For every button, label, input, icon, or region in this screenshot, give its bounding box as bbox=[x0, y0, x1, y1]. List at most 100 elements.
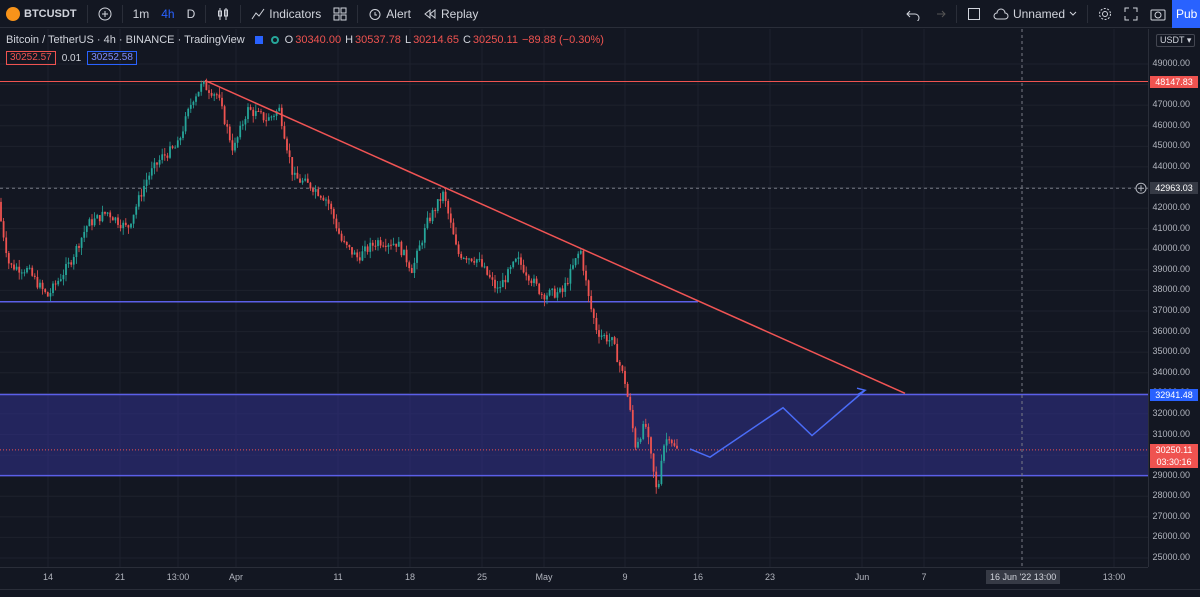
candle-body bbox=[356, 252, 359, 258]
candle-body bbox=[410, 268, 413, 273]
candle-body bbox=[465, 257, 468, 260]
candle-body bbox=[582, 250, 585, 271]
candle-body bbox=[527, 275, 530, 281]
candle-body bbox=[28, 267, 31, 269]
candle-body bbox=[439, 199, 442, 201]
sell-price-button[interactable]: 30252.57 bbox=[6, 51, 56, 65]
candle-body bbox=[455, 234, 457, 245]
candle-body bbox=[418, 245, 421, 251]
candle-body bbox=[127, 225, 130, 228]
candle-body bbox=[202, 81, 205, 84]
camera-icon bbox=[1150, 9, 1166, 21]
candle-body bbox=[278, 107, 281, 111]
time-tick-label: Apr bbox=[228, 572, 244, 582]
interval-1m[interactable]: 1m bbox=[132, 6, 150, 21]
price-tick-label: 40000.00 bbox=[1152, 243, 1190, 254]
settings-button[interactable] bbox=[1092, 0, 1118, 28]
candle-body bbox=[587, 280, 590, 297]
candle-body bbox=[215, 94, 218, 96]
market-status-icon bbox=[270, 36, 279, 44]
candle-body bbox=[660, 460, 663, 484]
undo-icon bbox=[906, 10, 920, 21]
flag-icon[interactable] bbox=[254, 36, 263, 44]
candle-body bbox=[572, 265, 574, 269]
time-tick-label: 13:00 bbox=[1102, 572, 1126, 582]
candle-body bbox=[210, 92, 213, 96]
templates-button[interactable] bbox=[327, 0, 353, 28]
price-tick-label: 37000.00 bbox=[1152, 305, 1190, 315]
candle-body bbox=[306, 178, 309, 183]
chart-type-button[interactable] bbox=[210, 0, 236, 28]
candle-body bbox=[475, 259, 478, 263]
candle-body bbox=[338, 228, 340, 234]
candle-body bbox=[171, 146, 174, 148]
candle-body bbox=[559, 288, 561, 293]
time-tick-label: Jun bbox=[854, 572, 870, 582]
candle-body bbox=[114, 217, 117, 221]
time-axis[interactable]: 14 21 13:00 Apr 11 18 25 May 9 16 23 Jun 7 13:00 16 Ju… bbox=[0, 567, 1148, 589]
candle-body bbox=[7, 253, 10, 264]
price-tick-label: 47000.00 bbox=[1152, 99, 1190, 110]
indicators-button[interactable]: Indicators bbox=[245, 0, 327, 28]
undo-button[interactable] bbox=[900, 0, 926, 28]
interval-4h[interactable]: 4h bbox=[161, 6, 175, 21]
candle-body bbox=[343, 240, 346, 242]
price-tick-label: 28000.00 bbox=[1152, 490, 1190, 501]
candle-body bbox=[20, 272, 23, 274]
candle-body bbox=[457, 244, 460, 255]
candle-body bbox=[429, 217, 431, 222]
candle-body bbox=[54, 283, 57, 285]
currency-selector[interactable]: USDT ▾ bbox=[1156, 34, 1196, 47]
redo-button[interactable] bbox=[926, 0, 952, 28]
candle-body bbox=[111, 217, 114, 221]
candle-body bbox=[169, 146, 171, 158]
time-tick-label: 16 bbox=[692, 572, 704, 582]
replay-button[interactable]: Replay bbox=[417, 0, 484, 28]
snapshot-button[interactable] bbox=[1144, 0, 1172, 28]
candle-body bbox=[174, 147, 177, 149]
price-tick-label: 41000.00 bbox=[1152, 222, 1190, 233]
candle-body bbox=[351, 247, 353, 255]
alert-button[interactable]: Alert bbox=[362, 0, 417, 28]
time-tick-label: 18 bbox=[404, 572, 416, 582]
candle-body bbox=[33, 275, 36, 277]
candle-body bbox=[132, 214, 135, 224]
downtrend-line bbox=[204, 79, 906, 395]
symbol-search-button[interactable]: BTCUSDT bbox=[0, 0, 83, 28]
candle-body bbox=[314, 189, 317, 192]
candle-body bbox=[611, 337, 613, 341]
crosshair-time-label: 16 Jun '22 13:00 bbox=[986, 570, 1061, 584]
price-tick-label: 46000.00 bbox=[1152, 119, 1190, 130]
save-layout-button[interactable]: Unnamed bbox=[987, 0, 1083, 28]
candle-body bbox=[249, 107, 252, 110]
candle-body bbox=[83, 231, 86, 238]
price-axis[interactable]: 49000.0048000.0047000.0046000.0045000.00… bbox=[1148, 29, 1200, 567]
candle-body bbox=[546, 295, 548, 300]
candle-body bbox=[145, 179, 148, 186]
candle-body bbox=[478, 259, 481, 261]
candle-body bbox=[470, 258, 473, 262]
candle-body bbox=[317, 189, 320, 196]
candle-body bbox=[135, 206, 138, 215]
candle-body bbox=[57, 280, 60, 285]
candle-body bbox=[296, 172, 299, 179]
chart-canvas[interactable] bbox=[0, 29, 1148, 567]
layout-button[interactable] bbox=[961, 0, 987, 28]
price-tag: 30250.11 bbox=[1150, 443, 1198, 456]
compare-button[interactable] bbox=[92, 0, 118, 28]
high-label: H bbox=[345, 34, 354, 46]
candle-body bbox=[182, 131, 184, 139]
buy-price-button[interactable]: 30252.58 bbox=[87, 51, 137, 65]
candle-body bbox=[556, 292, 559, 298]
fullscreen-button[interactable] bbox=[1118, 0, 1144, 28]
candle-body bbox=[348, 244, 351, 248]
candle-body bbox=[522, 264, 525, 273]
candle-body bbox=[642, 423, 645, 439]
candle-body bbox=[390, 244, 392, 246]
price-tick-label: 26000.00 bbox=[1152, 531, 1190, 542]
publish-button[interactable]: Pub bbox=[1172, 0, 1200, 28]
candle-body bbox=[624, 370, 626, 384]
candle-body bbox=[444, 191, 447, 201]
interval-d[interactable]: D bbox=[186, 6, 196, 21]
candle-body bbox=[520, 257, 522, 265]
